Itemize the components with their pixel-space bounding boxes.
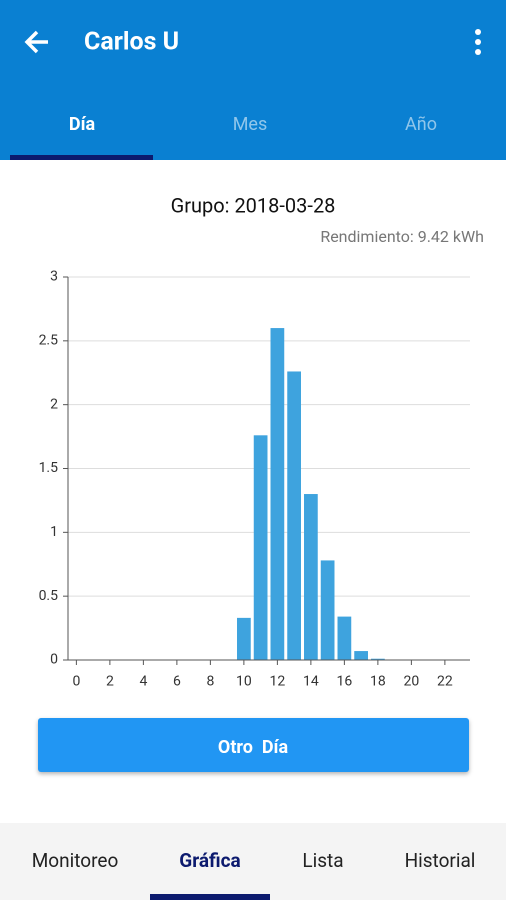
nav-item[interactable]: Lista: [302, 849, 343, 872]
bar: [320, 560, 335, 660]
menu-button[interactable]: [475, 29, 481, 55]
chart-title: Grupo: 2018-03-28: [171, 193, 336, 217]
x-tick-label: 16: [337, 674, 353, 690]
y-tick-label: 1.5: [39, 460, 59, 476]
nav-item[interactable]: Gráfica: [179, 849, 240, 872]
bar: [287, 371, 301, 660]
x-tick-label: 20: [404, 674, 420, 690]
bottom-nav: [0, 823, 506, 900]
chart: 0 0.5 1 1.5 2 2.5 3 0 2 4 6 8 10 12 14 16 18 20 22: [39, 269, 470, 690]
tab[interactable]: Día: [69, 114, 96, 135]
tab-indicator: [10, 155, 153, 160]
x-tick-label: 12: [270, 674, 286, 690]
app-bar: [0, 0, 506, 160]
y-tick-label: 2.5: [39, 333, 59, 349]
button-label: Otro Día: [218, 737, 289, 758]
y-tick-label: 0.5: [39, 588, 59, 604]
bar: [354, 651, 368, 660]
other-day-button[interactable]: [38, 718, 469, 772]
tab[interactable]: Año: [405, 114, 437, 135]
x-tick-label: 14: [303, 674, 319, 690]
nav-item[interactable]: Historial: [405, 849, 476, 872]
back-button[interactable]: [24, 30, 48, 54]
x-tick-label: 8: [206, 674, 214, 690]
nav-indicator: [150, 894, 270, 900]
bar: [304, 494, 318, 660]
app-title: Carlos U: [84, 28, 179, 57]
bar: [237, 617, 251, 660]
bar: [270, 328, 285, 660]
x-tick-label: 4: [139, 674, 147, 690]
x-tick-label: 18: [370, 674, 386, 690]
x-tick-label: 2: [106, 674, 114, 690]
chart-subtitle: Rendimiento: 9.42 kWh: [320, 227, 484, 246]
bar: [253, 435, 268, 660]
x-tick-label: 6: [173, 674, 181, 690]
y-tick-label: 3: [50, 269, 58, 285]
y-tick-label: 0: [50, 652, 58, 668]
x-tick-label: 10: [236, 674, 252, 690]
x-tick-label: 22: [437, 674, 453, 690]
y-tick-label: 2: [50, 396, 58, 412]
tab[interactable]: Mes: [233, 114, 268, 135]
bar: [337, 616, 352, 660]
nav-item[interactable]: Monitoreo: [32, 849, 119, 872]
bar: [371, 658, 385, 660]
y-tick-label: 1: [50, 524, 58, 540]
x-tick-label: 0: [72, 674, 80, 690]
